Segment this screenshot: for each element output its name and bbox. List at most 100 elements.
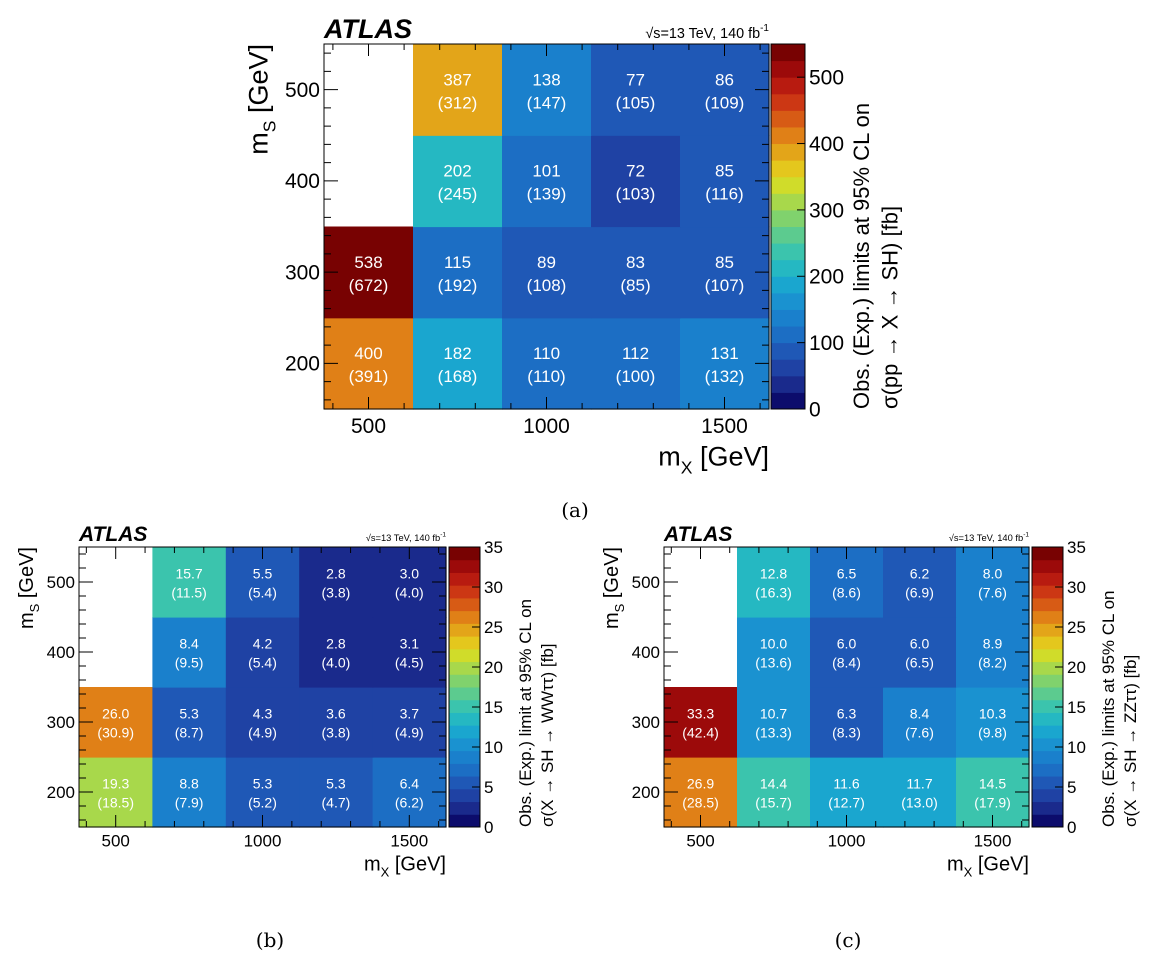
heatmap-cell xyxy=(591,317,681,410)
x-tick-label: 500 xyxy=(351,415,386,438)
colorbar-segment xyxy=(449,597,480,612)
cell-observed-label: 11.6 xyxy=(833,776,859,792)
colorbar-segment xyxy=(449,687,480,701)
colorbar-segment xyxy=(771,259,805,277)
heatmap-cell xyxy=(883,687,957,758)
z-axis-label-line2: σ(X → SH → WWττ) [fb] xyxy=(538,643,557,827)
colorbar-tick-label: 300 xyxy=(809,199,844,222)
x-tick-label: 500 xyxy=(102,832,130,851)
colorbar-tick-label: 25 xyxy=(1067,618,1086,637)
x-axis-label-sub: X xyxy=(681,458,693,478)
colorbar-tick-label: 0 xyxy=(1067,818,1076,837)
y-axis-label-sub: S xyxy=(612,603,627,612)
colorbar-segment xyxy=(1032,750,1063,764)
heatmap-cell xyxy=(413,135,503,228)
cell-expected-label: (110) xyxy=(527,367,565,386)
heatmap-cell xyxy=(680,44,770,136)
colorbar-segment xyxy=(771,143,805,161)
x-tick-label: 1500 xyxy=(390,832,428,851)
colorbar-segment xyxy=(1032,814,1063,828)
colorbar-segment xyxy=(771,309,805,327)
cell-expected-label: (12.7) xyxy=(828,794,865,810)
colorbar-segment xyxy=(1032,687,1063,701)
heatmap-cell xyxy=(591,135,681,228)
panel-caption: (a) xyxy=(561,498,589,522)
cell-observed-label: 8.4 xyxy=(910,706,930,722)
x-axis-label: mX [GeV] xyxy=(947,854,1029,880)
cell-observed-label: 2.8 xyxy=(326,636,346,652)
cell-expected-label: (11.5) xyxy=(171,584,207,600)
x-axis-label-unit: [GeV] xyxy=(972,854,1029,876)
cell-expected-label: (15.7) xyxy=(755,794,792,810)
cell-expected-label: (42.4) xyxy=(682,724,719,740)
colorbar-segment xyxy=(1032,788,1063,803)
heatmap-cell xyxy=(502,135,592,228)
heatmap-cell xyxy=(680,135,770,228)
cell-expected-label: (132) xyxy=(705,367,745,386)
colorbar-segment xyxy=(449,814,480,828)
colorbar-tick-label: 0 xyxy=(484,818,493,837)
cell-observed-label: 112 xyxy=(622,344,649,363)
colorbar-tick-label: 400 xyxy=(809,133,844,156)
colorbar-segment xyxy=(449,776,480,790)
heatmap-cell xyxy=(737,687,811,758)
cell-expected-label: (3.8) xyxy=(322,724,351,740)
colorbar-tick-label: 500 xyxy=(809,67,844,90)
x-tick-label: 1500 xyxy=(974,832,1012,851)
heatmap-panel-a: 400 (391) 182 (168) 110 (110) 112 (100) 131 (132)… xyxy=(243,14,902,522)
colorbar-segment xyxy=(771,60,805,78)
colorbar-segment xyxy=(449,610,480,624)
colorbar-tick-label: 35 xyxy=(484,538,503,557)
y-axis-label-unit: [GeV] xyxy=(243,44,273,121)
x-tick-label: 1500 xyxy=(701,415,748,438)
cell-expected-label: (5.4) xyxy=(248,584,277,600)
cell-expected-label: (4.0) xyxy=(322,654,351,670)
colorbar-segment xyxy=(449,737,480,752)
cell-observed-label: 85 xyxy=(715,162,734,181)
colorbar-segment xyxy=(771,276,805,294)
cell-observed-label: 10.0 xyxy=(760,636,787,652)
cell-observed-label: 89 xyxy=(537,253,556,272)
heatmap-cell xyxy=(591,44,681,136)
cell-expected-label: (16.3) xyxy=(755,584,792,600)
energy-lumi-sup: -1 xyxy=(440,531,446,538)
colorbar-segment xyxy=(449,763,480,777)
colorbar-segment xyxy=(1032,763,1063,777)
cell-expected-label: (13.0) xyxy=(901,794,938,810)
colorbar-segment xyxy=(1032,547,1063,561)
x-tick-label: 1000 xyxy=(523,415,570,438)
cell-expected-label: (109) xyxy=(705,93,745,112)
panel-caption: (c) xyxy=(835,928,862,952)
y-tick-label: 500 xyxy=(285,79,320,102)
y-tick-label: 500 xyxy=(47,573,75,592)
colorbar-segment xyxy=(1032,776,1063,790)
heatmap-cell xyxy=(225,687,300,758)
colorbar-segment xyxy=(449,661,480,675)
cell-expected-label: (391) xyxy=(349,367,389,386)
heatmap-cell xyxy=(225,617,300,688)
cell-expected-label: (312) xyxy=(438,93,478,112)
colorbar-segment xyxy=(449,725,480,739)
heatmap-cell xyxy=(883,547,957,618)
heatmap-cell xyxy=(299,617,374,688)
cell-observed-label: 72 xyxy=(626,162,645,181)
heatmap-cell xyxy=(152,547,227,618)
colorbar-segment xyxy=(771,193,805,211)
colorbar-tick-label: 30 xyxy=(1067,578,1086,597)
colorbar-frame xyxy=(770,43,806,410)
cell-observed-label: 10.3 xyxy=(979,706,1006,722)
cell-observed-label: 3.6 xyxy=(326,706,346,722)
cell-observed-label: 138 xyxy=(532,70,560,89)
z-axis-label-line1: Obs. (Exp.) limits at 95% CL on xyxy=(1099,590,1118,827)
y-axis-label: mS [GeV] xyxy=(16,547,42,629)
cell-observed-label: 26.9 xyxy=(687,776,714,792)
experiment-label: ATLAS xyxy=(663,523,732,546)
z-axis-label-line1: Obs. (Exp.) limits at 95% CL on xyxy=(849,103,874,409)
colorbar-tick-label: 25 xyxy=(484,618,503,637)
y-axis-label-main: m xyxy=(243,132,273,155)
y-tick-label: 200 xyxy=(632,783,660,802)
y-tick-label: 300 xyxy=(47,713,75,732)
cell-observed-label: 6.2 xyxy=(910,566,930,582)
heatmap-cell xyxy=(810,617,884,688)
cell-observed-label: 538 xyxy=(354,253,382,272)
